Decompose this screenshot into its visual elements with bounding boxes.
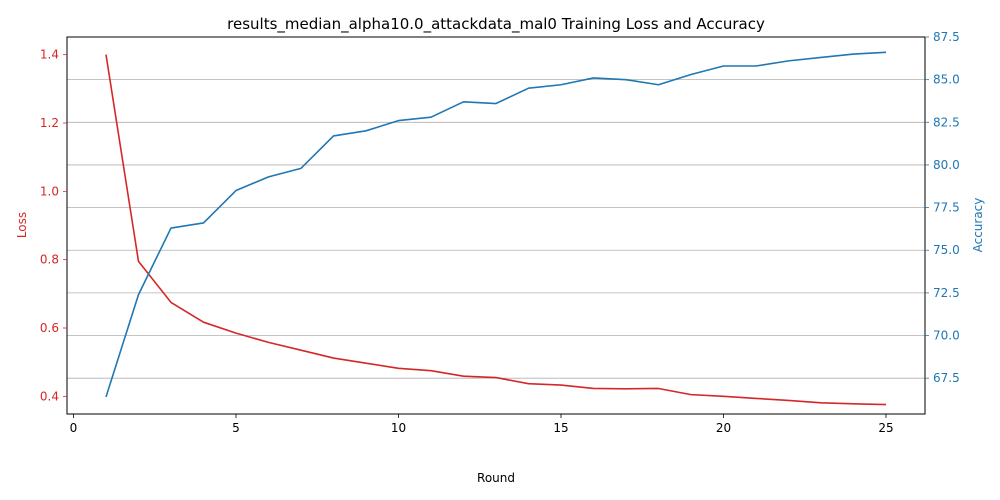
x-tick-label: 15 [553, 421, 568, 435]
right-y-tick-label: 82.5 [933, 115, 960, 129]
right-y-tick-label: 75.0 [933, 243, 960, 257]
loss-series [105, 54, 887, 406]
left-y-tick-label: 1.4 [40, 48, 59, 62]
right-y-axis: 67.5 70.0 72.5 75.0 77.5 80.0 82.5 85.0 87.5 [925, 30, 960, 385]
x-tick-label: 25 [878, 421, 893, 435]
right-y-tick-label: 72.5 [933, 286, 960, 300]
x-tick-label: 20 [716, 421, 731, 435]
x-tick-label: 5 [232, 421, 240, 435]
right-y-tick-label: 87.5 [933, 30, 960, 44]
accuracy-line [105, 51, 887, 398]
left-y-tick-label: 0.6 [40, 321, 59, 335]
right-y-tick-label: 85.0 [933, 73, 960, 87]
plot-frame [66, 36, 926, 415]
x-axis-label: Round [477, 471, 515, 485]
left-y-tick-label: 0.4 [40, 389, 59, 403]
right-y-tick-label: 70.0 [933, 329, 960, 343]
left-y-tick-label: 0.8 [40, 253, 59, 267]
right-y-tick-label: 67.5 [933, 371, 960, 385]
right-y-tick-label: 77.5 [933, 201, 960, 215]
left-y-tick-label: 1.0 [40, 184, 59, 198]
x-axis: 0 5 10 15 20 25 [70, 414, 894, 435]
left-y-axis-label: Loss [15, 212, 29, 238]
x-tick-label: 10 [391, 421, 406, 435]
right-y-tick-label: 80.0 [933, 158, 960, 172]
gridlines [67, 36, 925, 379]
right-y-axis-label: Accuracy [971, 198, 985, 253]
accuracy-series [105, 51, 887, 398]
x-tick-label: 0 [70, 421, 78, 435]
left-y-axis: 0.4 0.6 0.8 1.0 1.2 1.4 [40, 48, 67, 403]
chart-title: results_median_alpha10.0_attackdata_mal0… [227, 15, 765, 34]
left-y-tick-label: 1.2 [40, 116, 59, 130]
loss-line [105, 54, 887, 406]
